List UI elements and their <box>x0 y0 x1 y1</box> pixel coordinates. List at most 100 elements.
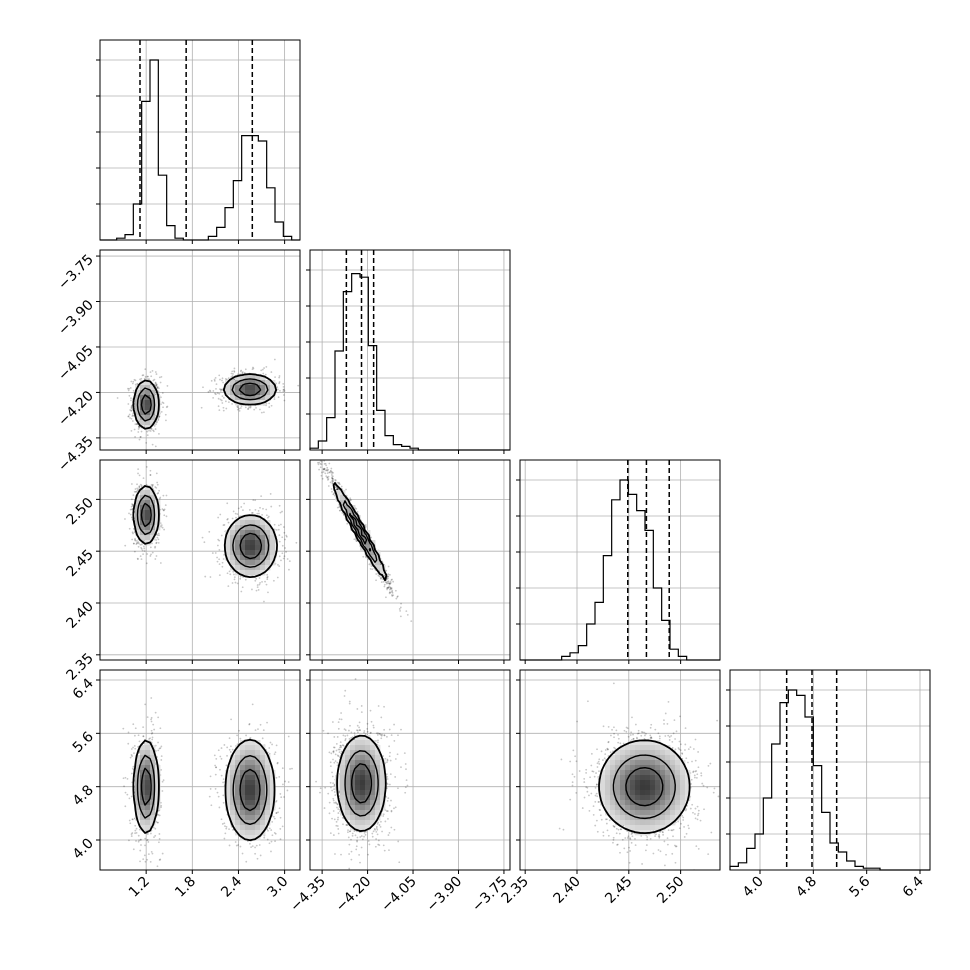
scatter-point <box>236 408 239 411</box>
scatter-point <box>399 609 402 612</box>
scatter-point <box>338 505 341 507</box>
scatter-point <box>142 374 145 376</box>
scatter-point <box>389 573 391 576</box>
density-cell <box>355 530 361 536</box>
scatter-panel-2-3 <box>306 459 511 664</box>
density-layer <box>122 697 293 870</box>
scatter-point <box>370 536 373 539</box>
scatter-point <box>203 541 206 544</box>
scatter-point <box>217 516 220 519</box>
scatter-point <box>350 499 352 501</box>
scatter-point <box>127 415 130 418</box>
scatter-point <box>157 418 160 420</box>
density-cell <box>255 395 261 401</box>
scatter-point <box>285 551 287 553</box>
density-cell <box>345 510 351 516</box>
density-cell <box>265 380 271 386</box>
scatter-point <box>224 400 227 403</box>
density-cell <box>255 385 261 391</box>
scatter-point <box>156 536 159 539</box>
density-cell <box>360 535 366 541</box>
density-cell <box>145 405 151 411</box>
density-cell <box>140 500 146 506</box>
scatter-point <box>249 406 252 409</box>
scatter-point <box>155 486 158 489</box>
scatter-point <box>233 370 235 372</box>
density-cell <box>235 390 241 396</box>
density-cell <box>365 545 371 551</box>
scatter-point <box>388 592 391 595</box>
density-cell <box>260 375 266 381</box>
scatter-point <box>145 441 148 444</box>
scatter-point <box>386 587 388 590</box>
density-cell <box>340 500 346 506</box>
scatter-point <box>130 483 133 485</box>
scatter-point <box>278 534 281 537</box>
scatter-point <box>144 376 147 378</box>
scatter-point <box>131 504 134 507</box>
scatter-point <box>131 503 133 505</box>
scatter-point <box>138 486 141 488</box>
scatter-point <box>244 578 247 581</box>
scatter-point <box>323 467 326 470</box>
density-cell <box>230 550 236 556</box>
density-cell <box>265 525 271 531</box>
density-cell <box>145 420 151 426</box>
scatter-point <box>251 588 253 591</box>
density-cell <box>260 545 266 551</box>
density-cell <box>145 525 151 531</box>
density-cell <box>145 500 151 506</box>
scatter-point <box>253 408 256 411</box>
density-cell <box>250 390 256 396</box>
scatter-point <box>332 480 334 482</box>
scatter-point <box>277 524 280 527</box>
scatter-point <box>130 405 133 408</box>
scatter-point <box>160 524 163 527</box>
scatter-point <box>200 406 203 409</box>
density-cell <box>150 390 156 396</box>
density-cell <box>255 520 261 526</box>
scatter-point <box>405 610 408 613</box>
scatter-point <box>152 379 155 382</box>
scatter-point <box>218 558 221 561</box>
scatter-point <box>390 588 393 590</box>
scatter-point <box>332 471 334 474</box>
scatter-point <box>162 494 165 497</box>
scatter-point <box>335 486 338 489</box>
scatter-point <box>160 403 162 406</box>
scatter-point <box>255 577 258 580</box>
scatter-point <box>130 429 133 432</box>
scatter-point <box>241 371 244 373</box>
scatter-point <box>386 578 388 581</box>
scatter-point <box>387 586 390 589</box>
density-cell <box>245 390 251 396</box>
density-cell <box>140 535 146 541</box>
scatter-point <box>221 565 224 568</box>
scatter-point <box>157 492 160 494</box>
density-cell <box>250 400 256 406</box>
scatter-point <box>336 488 339 491</box>
scatter-point <box>161 526 164 529</box>
scatter-point <box>208 530 211 533</box>
scatter-point <box>389 586 392 589</box>
scatter-point <box>164 504 167 507</box>
density-cell <box>250 385 256 391</box>
scatter-point <box>220 399 223 402</box>
scatter-point <box>252 367 255 370</box>
tick-label-x: 3.0 <box>264 874 291 901</box>
scatter-point <box>233 370 236 373</box>
scatter-point <box>387 577 389 580</box>
scatter-point <box>231 517 234 520</box>
density-cell <box>225 385 231 391</box>
scatter-panel-1-4: 1.2 1.8 2.4 3.04.04.85.66.4 <box>70 669 301 901</box>
scatter-point <box>356 510 359 513</box>
density-cell <box>270 545 276 551</box>
scatter-point <box>161 508 164 511</box>
scatter-point <box>158 376 161 379</box>
scatter-point <box>149 474 152 476</box>
density-cell <box>370 555 376 561</box>
scatter-point <box>392 580 395 583</box>
scatter-point <box>331 475 334 478</box>
scatter-point <box>155 555 158 557</box>
scatter-point <box>295 541 298 544</box>
